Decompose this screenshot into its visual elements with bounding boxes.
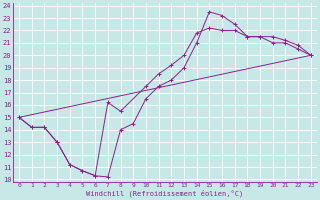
X-axis label: Windchill (Refroidissement éolien,°C): Windchill (Refroidissement éolien,°C) — [86, 190, 244, 197]
